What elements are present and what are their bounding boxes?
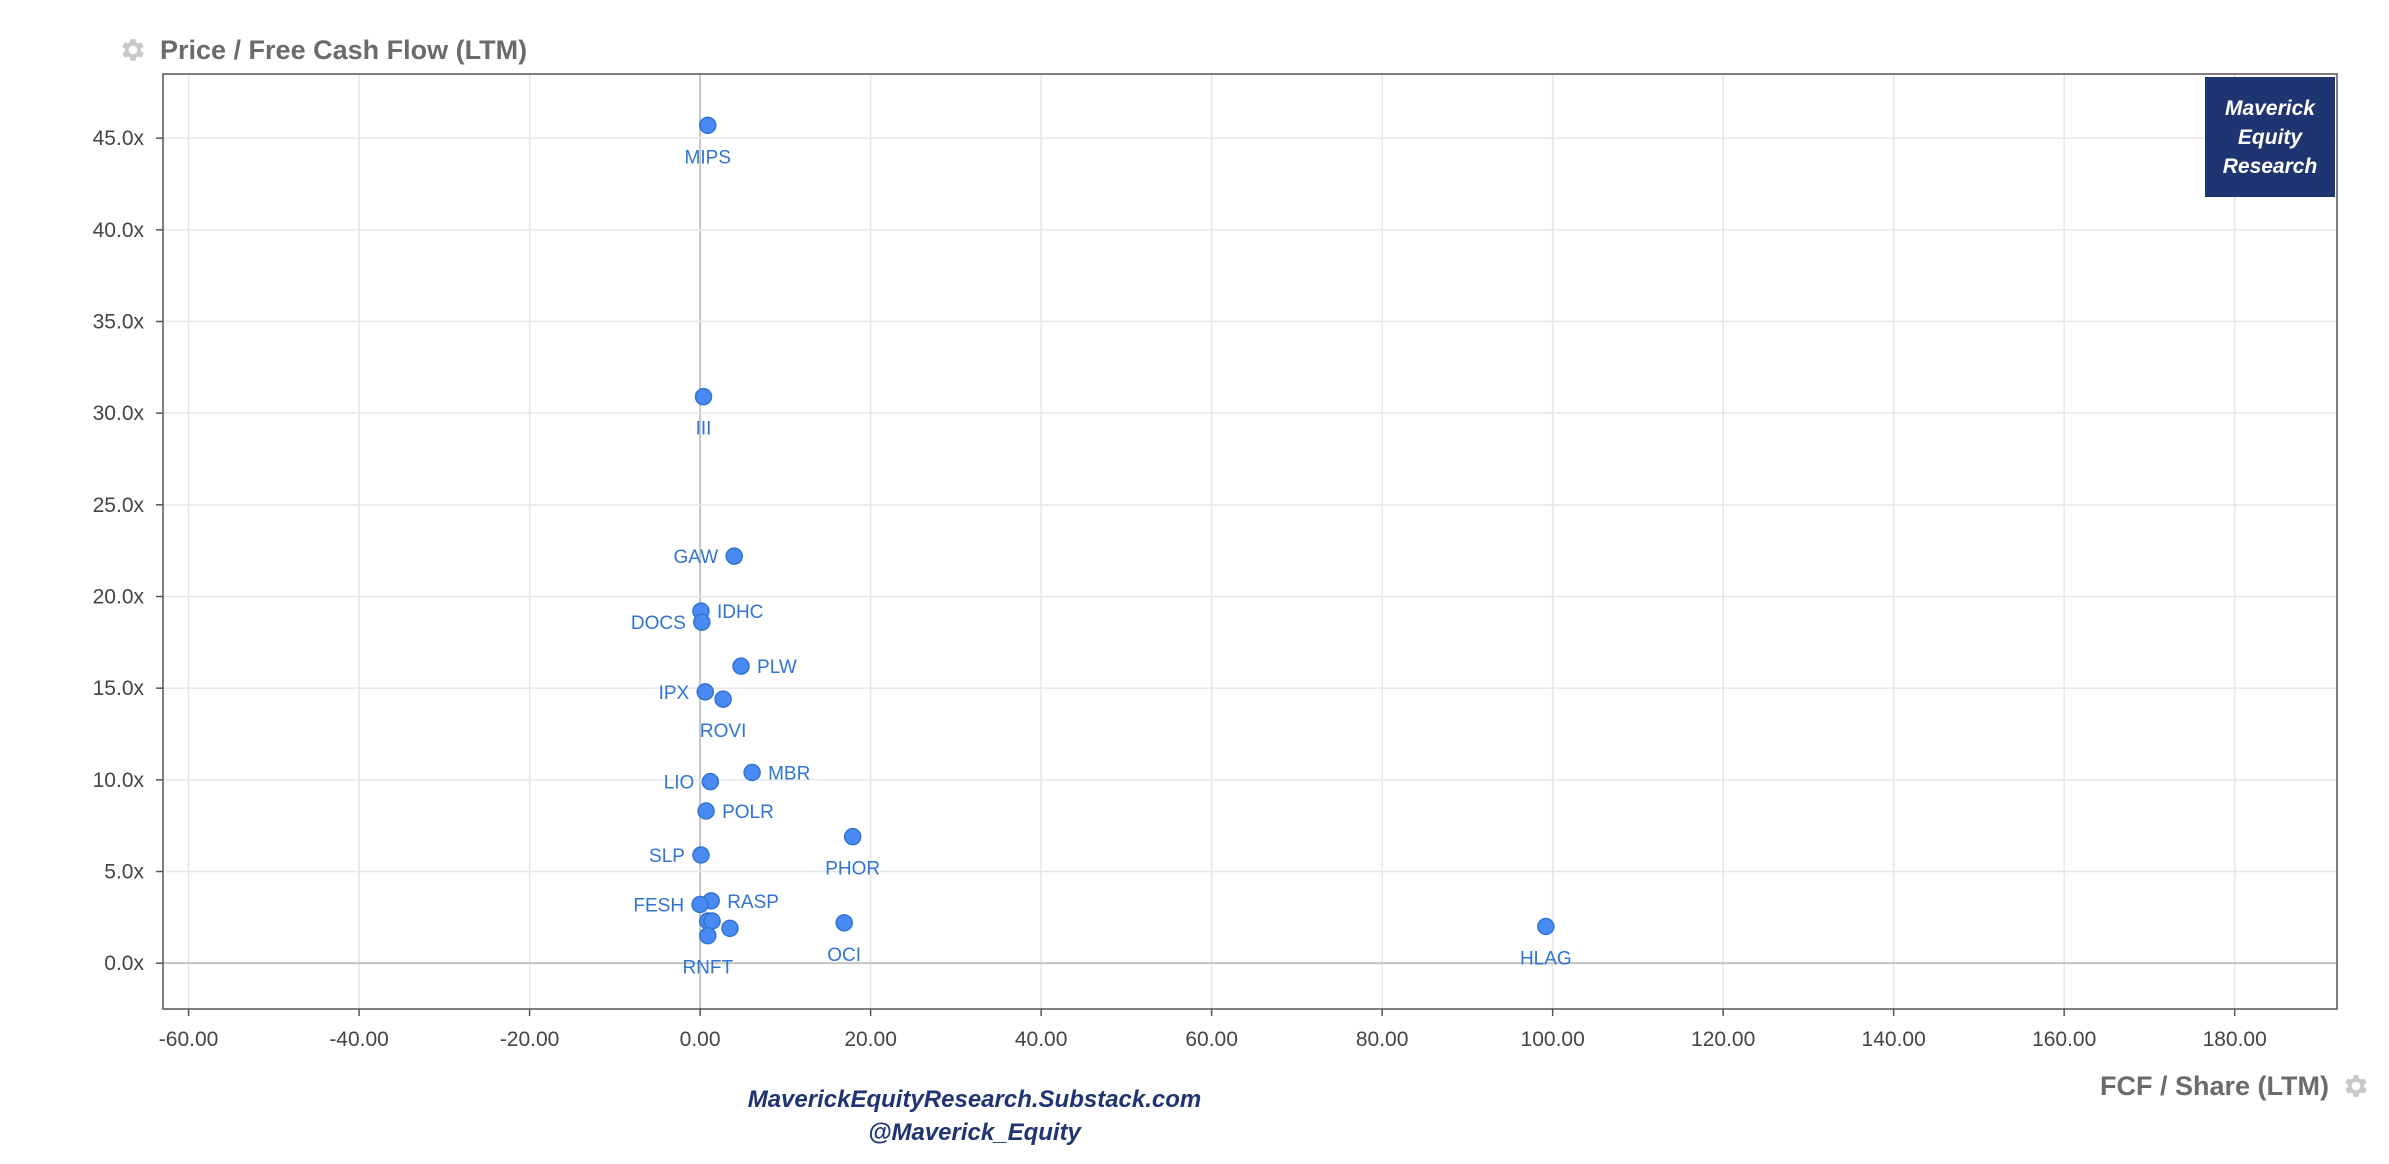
- gear-icon[interactable]: [2341, 1071, 2371, 1101]
- data-point: [843, 827, 862, 846]
- x-axis-title: FCF / Share (LTM): [2100, 1070, 2329, 1101]
- data-point-label: OCI: [827, 945, 861, 966]
- x-tick-label: 40.00: [1015, 1028, 1068, 1051]
- data-point: [701, 772, 720, 791]
- data-point: [699, 116, 717, 135]
- data-point: [1537, 917, 1555, 936]
- data-point-label: GAW: [674, 547, 719, 568]
- logo-line: Equity: [2237, 125, 2303, 149]
- data-point-label: HLAG: [1520, 949, 1572, 970]
- data-point: [721, 919, 739, 938]
- data-point-label: PLW: [757, 657, 797, 678]
- data-point-label: PHOR: [825, 859, 880, 880]
- x-tick-label: 0.00: [680, 1028, 721, 1051]
- x-tick-label: 100.00: [1521, 1028, 1585, 1051]
- data-point: [835, 914, 853, 932]
- y-tick-label: 45.0x: [93, 127, 145, 150]
- x-tick-label: 120.00: [1691, 1028, 1755, 1051]
- data-point: [691, 895, 709, 914]
- data-point: [694, 387, 713, 406]
- data-point-label: LIO: [664, 773, 695, 794]
- x-tick-label: -60.00: [159, 1028, 219, 1051]
- x-tick-label: -20.00: [500, 1028, 560, 1051]
- data-points: MIPS III GAW IDHC DOCS PLW IPX ROVI MBR LIO POLR PH…: [631, 116, 1572, 979]
- x-tick-label: 180.00: [2203, 1028, 2267, 1051]
- x-tick-label: 140.00: [1862, 1028, 1926, 1051]
- source-handle: @Maverick_Equity: [868, 1119, 1081, 1146]
- x-tick-label: 60.00: [1185, 1028, 1238, 1051]
- y-tick-label: 40.0x: [93, 219, 145, 242]
- plot-frame: [162, 73, 2338, 1010]
- logo-line: Research: [2222, 154, 2318, 178]
- y-tick-label: 30.0x: [93, 402, 145, 425]
- y-tick-label: 10.0x: [93, 769, 145, 792]
- data-point-label: ROVI: [700, 721, 746, 742]
- data-point: [714, 690, 732, 708]
- logo-badge: Maverick Equity Research: [2205, 77, 2335, 197]
- y-axis-title: Price / Free Cash Flow (LTM): [160, 34, 528, 65]
- x-axis-title-group: FCF / Share (LTM): [2100, 1066, 2371, 1106]
- grid-lines: [163, 74, 2337, 1009]
- y-tick-label: 25.0x: [93, 494, 145, 517]
- axes: -60.00 -40.00 -20.00 0.00 20.00 40.00 60.00 80.…: [93, 73, 2338, 1051]
- logo-line: Maverick: [2225, 96, 2315, 120]
- data-point-label: IDHC: [717, 602, 763, 623]
- data-point-label: III: [696, 419, 712, 440]
- data-point: [697, 802, 715, 820]
- data-point: [703, 912, 721, 930]
- y-tick-label: 0.0x: [104, 952, 144, 975]
- x-tick-label: 20.00: [844, 1028, 897, 1051]
- y-tick-label: 20.0x: [93, 586, 145, 609]
- gear-icon[interactable]: [118, 35, 148, 65]
- y-axis-title-group: Price / Free Cash Flow (LTM): [118, 30, 527, 70]
- source-website: MaverickEquityResearch.Substack.com: [747, 1086, 1202, 1113]
- y-tick-label: 35.0x: [93, 311, 145, 334]
- data-point-label: POLR: [722, 802, 774, 823]
- data-point-label: SLP: [649, 846, 685, 867]
- data-point-label: IPX: [659, 683, 690, 704]
- data-point: [692, 846, 710, 864]
- x-tick-label: -40.00: [329, 1028, 389, 1051]
- data-point-label: FESH: [633, 896, 684, 917]
- data-point-label: RASP: [727, 892, 779, 913]
- data-point: [732, 657, 750, 675]
- data-point-label: MBR: [768, 764, 810, 785]
- data-point: [725, 547, 743, 565]
- x-tick-label: 80.00: [1356, 1028, 1409, 1051]
- data-point: [699, 926, 717, 945]
- data-point: [743, 763, 761, 782]
- y-tick-label: 15.0x: [93, 677, 145, 700]
- data-point-label: MIPS: [685, 147, 731, 168]
- x-tick-label: 160.00: [2032, 1028, 2096, 1051]
- data-point: [693, 613, 711, 631]
- data-point-label: RNFT: [682, 958, 733, 979]
- data-point-label: DOCS: [631, 613, 686, 634]
- data-point: [696, 683, 714, 701]
- y-tick-label: 5.0x: [104, 861, 144, 884]
